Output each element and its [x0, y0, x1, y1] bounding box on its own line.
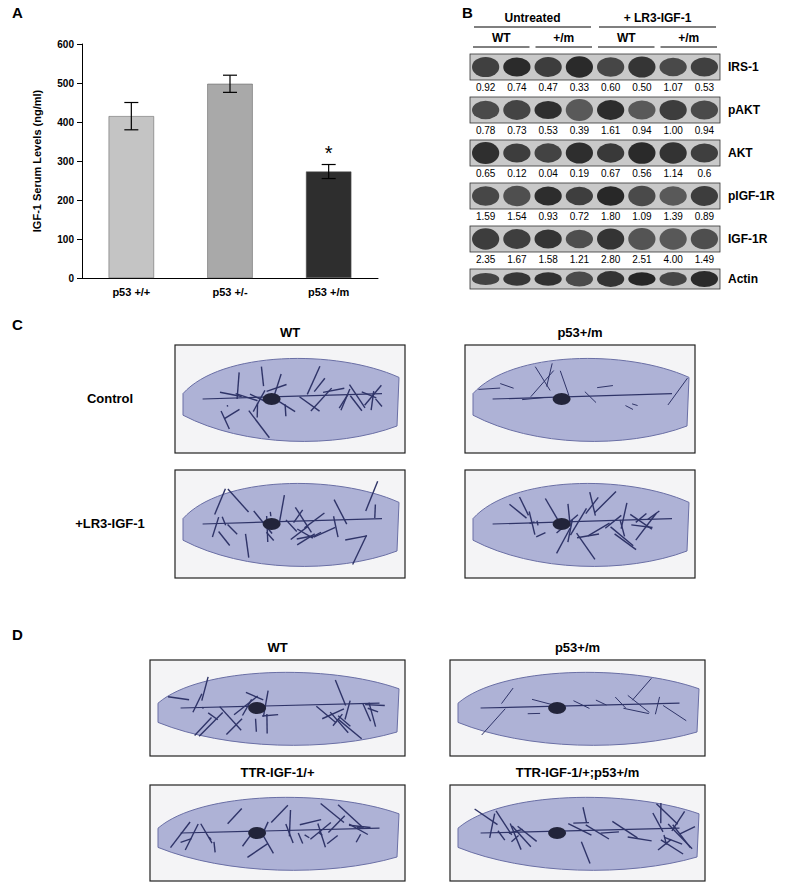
- svg-text:600: 600: [57, 39, 74, 50]
- svg-text:100: 100: [57, 234, 74, 245]
- svg-text:2.35: 2.35: [476, 254, 496, 265]
- svg-text:C: C: [12, 316, 23, 333]
- svg-text:0.89: 0.89: [695, 211, 715, 222]
- svg-text:Actin: Actin: [728, 272, 758, 286]
- svg-text:IGF-1 Serum Levels (ng/ml): IGF-1 Serum Levels (ng/ml): [31, 89, 43, 232]
- svg-text:0.67: 0.67: [601, 168, 621, 179]
- svg-text:1.14: 1.14: [663, 168, 683, 179]
- svg-text:0.39: 0.39: [570, 125, 590, 136]
- svg-text:0.47: 0.47: [538, 82, 558, 93]
- svg-text:IRS-1: IRS-1: [728, 60, 759, 74]
- svg-text:1.61: 1.61: [601, 125, 621, 136]
- svg-text:1.09: 1.09: [632, 211, 652, 222]
- svg-text:0.94: 0.94: [632, 125, 652, 136]
- svg-text:+ LR3-IGF-1: + LR3-IGF-1: [624, 11, 692, 25]
- svg-text:0.6: 0.6: [697, 168, 711, 179]
- svg-text:1.59: 1.59: [476, 211, 496, 222]
- svg-text:D: D: [12, 626, 23, 643]
- svg-text:0.73: 0.73: [507, 125, 527, 136]
- svg-text:0.93: 0.93: [538, 211, 558, 222]
- svg-text:IGF-1R: IGF-1R: [728, 232, 768, 246]
- svg-text:1.58: 1.58: [538, 254, 558, 265]
- svg-text:0.60: 0.60: [601, 82, 621, 93]
- svg-text:p53 +/-: p53 +/-: [212, 286, 247, 298]
- svg-text:WT: WT: [617, 31, 636, 45]
- svg-text:WT: WT: [267, 640, 287, 655]
- svg-text:0.92: 0.92: [476, 82, 496, 93]
- svg-text:p53 +/+: p53 +/+: [112, 286, 150, 298]
- svg-text:Untreated: Untreated: [504, 11, 560, 25]
- svg-text:0.78: 0.78: [476, 125, 496, 136]
- svg-text:Control: Control: [87, 391, 133, 406]
- svg-text:500: 500: [57, 78, 74, 89]
- svg-text:2.80: 2.80: [601, 254, 621, 265]
- svg-text:1.07: 1.07: [663, 82, 683, 93]
- svg-text:TTR-IGF-1/+;p53+/m: TTR-IGF-1/+;p53+/m: [516, 765, 640, 780]
- svg-text:0.33: 0.33: [570, 82, 590, 93]
- svg-text:pAKT: pAKT: [728, 103, 761, 117]
- svg-text:+/m: +/m: [553, 31, 574, 45]
- svg-text:0.04: 0.04: [538, 168, 558, 179]
- svg-text:0.72: 0.72: [570, 211, 590, 222]
- svg-text:p53 +/m: p53 +/m: [308, 286, 349, 298]
- svg-text:0.53: 0.53: [695, 82, 715, 93]
- svg-text:1.39: 1.39: [663, 211, 683, 222]
- svg-text:pIGF-1R: pIGF-1R: [728, 189, 775, 203]
- svg-text:p53+/m: p53+/m: [555, 640, 600, 655]
- svg-text:WT: WT: [280, 325, 300, 340]
- svg-text:200: 200: [57, 195, 74, 206]
- svg-text:0.94: 0.94: [695, 125, 715, 136]
- svg-text:B: B: [462, 4, 473, 21]
- svg-text:1.00: 1.00: [663, 125, 683, 136]
- svg-text:p53+/m: p53+/m: [557, 325, 602, 340]
- svg-text:0: 0: [68, 273, 74, 284]
- svg-text:0.19: 0.19: [570, 168, 590, 179]
- svg-text:WT: WT: [492, 31, 511, 45]
- svg-text:0.53: 0.53: [538, 125, 558, 136]
- svg-text:2.51: 2.51: [632, 254, 652, 265]
- svg-text:0.50: 0.50: [632, 82, 652, 93]
- svg-text:*: *: [325, 142, 333, 164]
- svg-text:1.49: 1.49: [695, 254, 715, 265]
- svg-text:0.56: 0.56: [632, 168, 652, 179]
- svg-text:+/m: +/m: [678, 31, 699, 45]
- svg-text:1.21: 1.21: [570, 254, 590, 265]
- svg-text:0.74: 0.74: [507, 82, 527, 93]
- svg-text:400: 400: [57, 117, 74, 128]
- svg-text:1.80: 1.80: [601, 211, 621, 222]
- svg-text:0.12: 0.12: [507, 168, 527, 179]
- svg-text:A: A: [12, 4, 23, 21]
- svg-text:1.67: 1.67: [507, 254, 527, 265]
- svg-text:4.00: 4.00: [663, 254, 683, 265]
- svg-text:1.54: 1.54: [507, 211, 527, 222]
- svg-text:0.65: 0.65: [476, 168, 496, 179]
- svg-text:300: 300: [57, 156, 74, 167]
- svg-text:AKT: AKT: [728, 146, 753, 160]
- svg-text:+LR3-IGF-1: +LR3-IGF-1: [75, 516, 145, 531]
- svg-text:TTR-IGF-1/+: TTR-IGF-1/+: [240, 765, 314, 780]
